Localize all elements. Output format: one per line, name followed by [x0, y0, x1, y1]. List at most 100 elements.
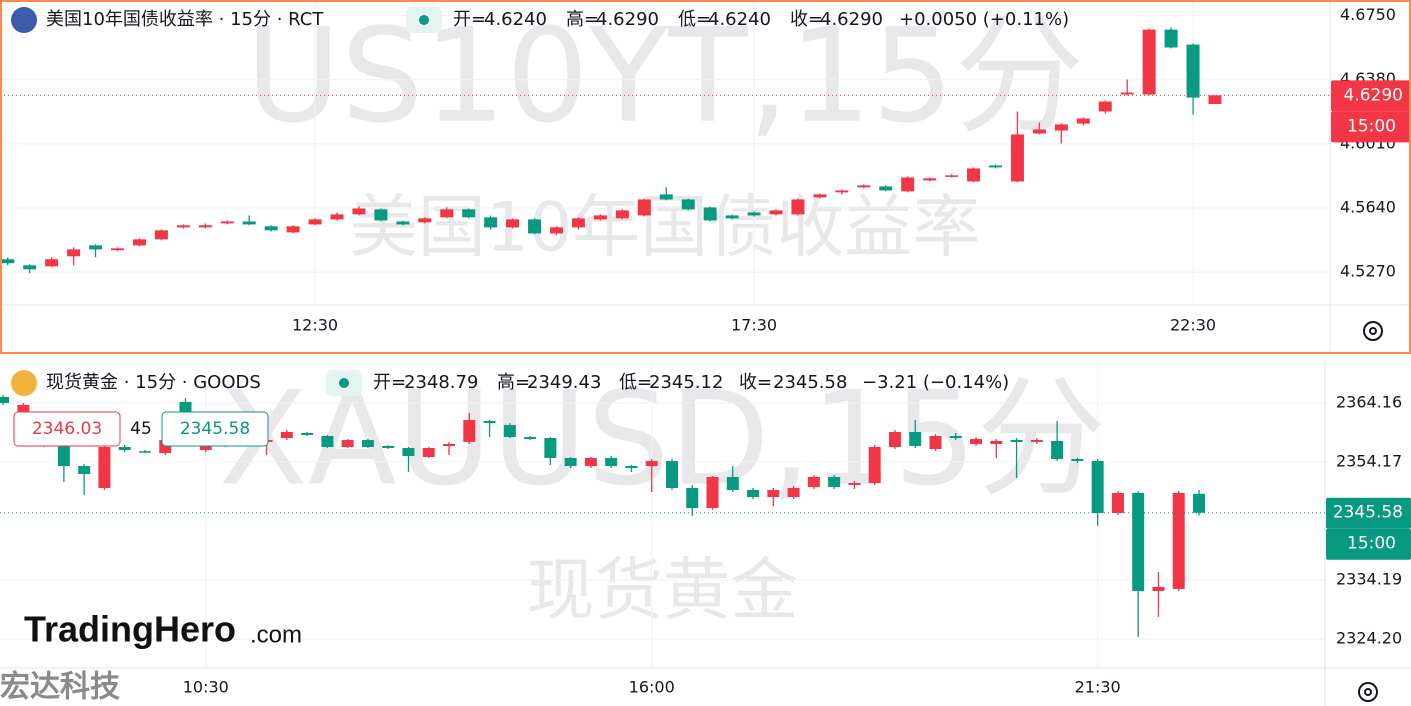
ohlc-low-value: 2345.12 — [649, 372, 723, 393]
candle-body — [463, 420, 476, 442]
candle-body — [726, 476, 739, 490]
ohlc-low-value: 4.6240 — [708, 9, 771, 30]
candle-body — [440, 209, 454, 218]
candle-body — [78, 466, 91, 474]
x-tick-label: 17:30 — [731, 316, 777, 335]
candle-body — [828, 476, 841, 487]
ohlc-high-label: 高= — [497, 372, 530, 393]
candle-body — [198, 225, 212, 228]
candle-body — [868, 446, 881, 484]
logo: TradingHero — [24, 609, 236, 650]
x-tick-label: 16:00 — [629, 678, 675, 697]
candle-body — [330, 214, 344, 220]
candle-body — [45, 259, 59, 267]
candle-body — [308, 219, 322, 225]
candle-body — [747, 212, 761, 216]
company: 宏达科技 — [0, 670, 120, 705]
countdown-tag — [1326, 528, 1411, 560]
settings-icon[interactable] — [1363, 321, 1383, 341]
watermark-name: 现货黄金 — [526, 552, 798, 631]
price-tag — [1331, 80, 1411, 112]
candle-body — [1152, 586, 1165, 591]
candle-body — [571, 218, 585, 228]
candle-body — [1172, 493, 1185, 589]
candle-body — [23, 265, 37, 270]
candle-body — [503, 425, 516, 438]
symbol-title: 美国10年国债收益率 · 15分 · RCT — [46, 9, 324, 30]
candle-body — [462, 209, 476, 218]
candle-body — [681, 199, 695, 210]
ohlc-change: +0.0050 (+0.11%) — [899, 9, 1069, 30]
settings-icon-core — [1369, 327, 1377, 335]
candle-body — [1, 259, 15, 264]
ohlc-open-value: 4.6240 — [484, 9, 547, 30]
candle-body — [637, 199, 651, 216]
x-tick-label: 22:30 — [1170, 316, 1216, 335]
symbol-icon — [11, 7, 37, 33]
candle-body — [813, 194, 827, 198]
visibility-dot — [339, 378, 349, 388]
x-tick-label: 10:30 — [183, 678, 229, 697]
candle-body — [970, 439, 983, 444]
candle-body — [706, 476, 719, 509]
y-tick-label: 2364.16 — [1336, 392, 1402, 411]
ohlc-close-label: 收= — [790, 9, 823, 30]
candle-body — [686, 487, 699, 509]
candle-body — [418, 218, 432, 223]
watermark-name: 美国10年国债收益率 — [350, 189, 981, 268]
ohlc-high-label: 高= — [566, 9, 599, 30]
candle-body — [1071, 458, 1084, 461]
candle-body — [1111, 493, 1124, 513]
candle-body — [154, 230, 168, 240]
candle-body — [1120, 92, 1134, 95]
candle-body — [220, 221, 234, 224]
candle-body — [787, 487, 800, 498]
ohlc-close-label: 收= — [739, 372, 772, 393]
candle-body — [286, 226, 300, 233]
candle-body — [1010, 134, 1024, 182]
candle-body — [242, 221, 256, 225]
candle-body — [361, 440, 374, 447]
candle-body — [524, 437, 537, 440]
candle-body — [791, 199, 805, 215]
candle-body — [923, 178, 937, 181]
settings-icon[interactable] — [1358, 682, 1378, 702]
candle-body — [1098, 101, 1112, 112]
settings-icon-core — [1364, 688, 1372, 696]
crosshair-box — [161, 411, 269, 447]
crosshair-middle: 45 — [130, 419, 152, 439]
ohlc-close-value: 4.6290 — [820, 9, 883, 30]
candle-body — [1164, 29, 1178, 48]
candle-body — [909, 431, 922, 446]
candle-body — [1091, 460, 1104, 513]
candle-body — [550, 227, 563, 234]
ohlc-high-value: 2349.43 — [527, 372, 601, 393]
candle-body — [506, 219, 520, 228]
ohlc-open-label: 开= — [453, 9, 486, 30]
candle-body — [17, 405, 30, 412]
y-tick-label: 4.5270 — [1340, 262, 1396, 281]
candle-body — [848, 483, 861, 485]
candle-body — [767, 489, 780, 498]
x-tick-label: 12:30 — [292, 316, 338, 335]
ohlc-open-value: 2348.79 — [404, 372, 478, 393]
candle-body — [0, 396, 10, 403]
candle-body — [901, 177, 915, 192]
candle-body — [967, 168, 981, 182]
candle-body — [564, 457, 577, 467]
candle-body — [1208, 95, 1222, 104]
candle-body — [807, 476, 820, 487]
candle-body — [67, 249, 81, 257]
crosshair-left: 2346.03 — [32, 419, 102, 439]
candle-body — [703, 207, 717, 221]
candle-body — [888, 431, 901, 447]
y-tick-label: 4.6750 — [1340, 5, 1396, 24]
crosshair-right: 2345.58 — [180, 419, 250, 439]
symbol-icon — [11, 370, 37, 396]
candle-body — [929, 436, 942, 450]
candle-body — [879, 186, 893, 191]
price-tag — [1326, 497, 1411, 529]
candle-body — [747, 489, 760, 498]
candle-body — [341, 440, 354, 447]
